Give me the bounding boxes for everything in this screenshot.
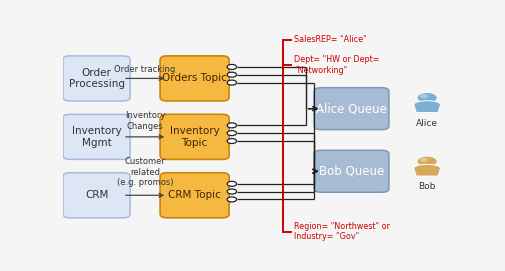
FancyBboxPatch shape <box>63 114 130 159</box>
Circle shape <box>419 94 427 98</box>
Text: CRM Topic: CRM Topic <box>168 190 221 200</box>
Circle shape <box>227 189 236 194</box>
Circle shape <box>227 64 236 69</box>
Circle shape <box>227 72 236 77</box>
FancyBboxPatch shape <box>160 114 229 159</box>
Text: Alice: Alice <box>415 119 437 128</box>
Text: Customer
related
(e.g. promos): Customer related (e.g. promos) <box>117 157 173 187</box>
Text: CRM: CRM <box>85 190 108 200</box>
FancyBboxPatch shape <box>63 56 130 101</box>
FancyBboxPatch shape <box>314 88 388 130</box>
Circle shape <box>227 123 236 128</box>
Circle shape <box>416 156 436 167</box>
Polygon shape <box>413 164 440 176</box>
Circle shape <box>419 158 427 162</box>
Text: Order
Processing: Order Processing <box>69 68 124 89</box>
Text: Inventory
Changes: Inventory Changes <box>125 111 165 131</box>
Text: Inventory
Mgmt: Inventory Mgmt <box>72 126 121 148</box>
Text: Dept= "HW or Dept=
"Networking": Dept= "HW or Dept= "Networking" <box>293 55 379 75</box>
Circle shape <box>227 131 236 136</box>
Text: Alice Queue: Alice Queue <box>316 102 386 115</box>
FancyBboxPatch shape <box>160 56 229 101</box>
Circle shape <box>227 197 236 202</box>
Text: Orders Topic: Orders Topic <box>162 73 227 83</box>
Text: Order tracking: Order tracking <box>114 65 175 74</box>
FancyBboxPatch shape <box>314 150 388 192</box>
Text: Region= "Northwest" or
Industry= "Gov": Region= "Northwest" or Industry= "Gov" <box>293 222 389 241</box>
Text: Bob: Bob <box>418 182 435 191</box>
Polygon shape <box>413 101 440 112</box>
Circle shape <box>227 80 236 85</box>
Text: SalesREP= "Alice": SalesREP= "Alice" <box>293 35 366 44</box>
Circle shape <box>227 181 236 186</box>
FancyBboxPatch shape <box>160 173 229 218</box>
Circle shape <box>416 92 436 103</box>
FancyBboxPatch shape <box>63 173 130 218</box>
Circle shape <box>227 138 236 144</box>
Text: Bob Queue: Bob Queue <box>318 165 383 178</box>
Text: Inventory
Topic: Inventory Topic <box>169 126 219 148</box>
